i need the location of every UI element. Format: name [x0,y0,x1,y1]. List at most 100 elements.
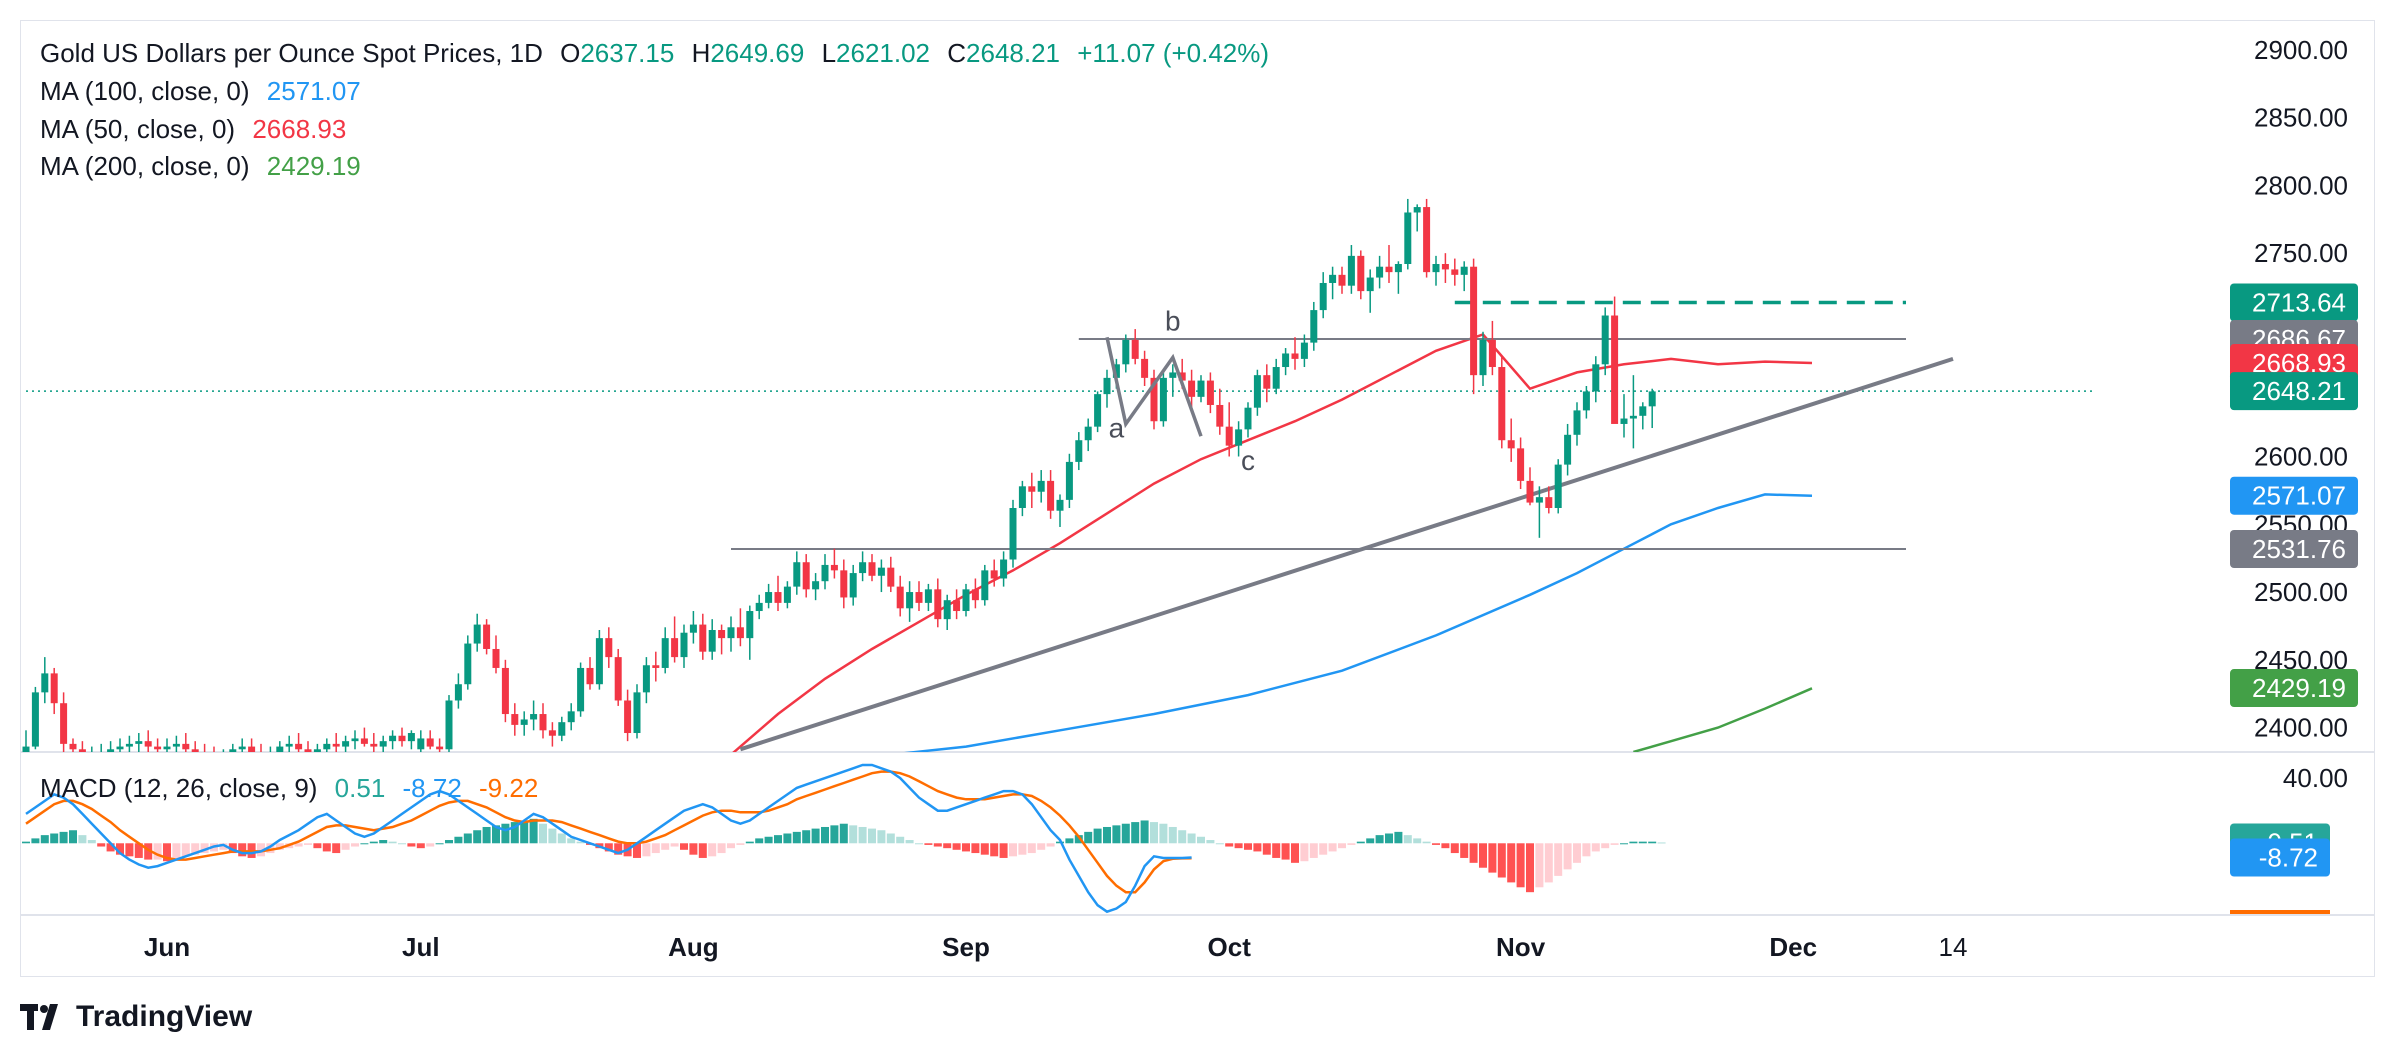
macd-histogram-bar [614,843,623,855]
candle-body [78,749,86,752]
candle-body [680,632,688,658]
candle [821,554,829,590]
time-axis-label: Oct [1208,932,1252,962]
macd-histogram-bar [1516,843,1525,888]
candle [539,703,547,739]
macd-badge-bg [2230,838,2330,877]
candle [1620,394,1628,438]
ma50-legend[interactable]: MA (50, close, 0) 2668.93 [40,114,356,145]
candle-body [1329,274,1337,283]
candle [624,689,632,742]
candle-body [1310,310,1318,343]
macd-histogram-bar [59,831,68,844]
candle-body [1150,377,1158,422]
candle [887,556,895,593]
macd-histogram-bar [745,841,754,844]
candle-body [1065,461,1073,500]
ma100-legend[interactable]: MA (100, close, 0) 2571.07 [40,76,371,107]
macd-histogram-bar [896,836,905,844]
candle-body [1206,380,1214,405]
candle [78,741,86,752]
candle [88,746,95,758]
candle [1141,350,1149,386]
candle [1225,402,1233,457]
candle-body [1460,266,1468,275]
macd-histogram-bar [1526,843,1534,893]
candle-body [520,719,528,725]
candle-body [1620,418,1628,424]
candle-body [924,589,932,603]
macd-histogram-bar [1413,838,1422,844]
macd-scale-label: 40.00 [2283,763,2348,793]
candle [953,589,961,620]
price-badge-bg [2230,476,2358,515]
candle-body [417,738,425,750]
macd-histogram-bar [821,826,829,844]
price-badge: 2571.07 [2230,476,2358,515]
candle-body [1441,264,1449,270]
macd-histogram-bar [567,838,576,844]
time-axis-label: Nov [1496,932,1546,962]
macd-histogram-bar [1244,843,1252,850]
candle [1488,320,1496,376]
candle-body [577,667,585,712]
candle-body [1629,415,1637,419]
time-axis-label: Jul [402,932,440,962]
candle [1291,337,1299,370]
macd-histogram-bar [1657,842,1666,844]
macd-legend[interactable]: MACD (12, 26, close, 9) 0.51 -8.72 -9.22 [40,773,548,804]
candle [1084,418,1092,452]
candle-body [220,755,227,760]
candle-body [125,743,133,747]
macd-histogram-bar [1037,843,1046,850]
candle-body [915,592,923,603]
macd-histogram-bar [200,843,209,854]
macd-histogram-bar [341,843,350,850]
symbol-title[interactable]: Gold US Dollars per Ounce Spot Prices, 1… [40,38,543,68]
candle [1056,494,1064,527]
macd-histogram-bar [539,823,547,844]
candle [1282,348,1290,376]
macd-histogram-bar [50,833,59,844]
candle [69,738,77,752]
candle-body [1479,339,1487,376]
macd-histogram-bar [31,838,40,844]
ma200-legend[interactable]: MA (200, close, 0) 2429.19 [40,151,371,182]
macd-histogram-bar [1027,843,1036,854]
candle-body [1037,480,1045,492]
candle-body [887,567,895,587]
candle [1075,432,1083,471]
candle-body [342,741,350,747]
candle-body [1009,508,1017,560]
candle-body [1188,380,1196,397]
macd-histogram-bar [877,830,886,844]
candle-body [492,648,500,668]
macd-histogram-bar [717,843,726,854]
candle-body [88,755,95,758]
candle [31,686,39,750]
candle-body [896,586,904,609]
candle-body [1526,480,1534,503]
tradingview-logo[interactable]: TradingView [20,1000,252,1034]
price-badge-text: 2531.76 [2252,534,2346,564]
candle-body [774,592,782,603]
candle-body [1141,358,1149,378]
candle-body [755,602,763,612]
candle-body [1347,255,1355,286]
candle-body [511,714,519,725]
candle [501,659,509,723]
macd-line [25,763,1192,914]
price-badge: 2713.64 [2230,283,2358,322]
candle [1235,421,1243,457]
ohlc-open: 2637.15 [580,38,675,68]
price-tick-label: 2500.00 [2254,577,2348,607]
time-axis-label: Aug [668,932,719,962]
trendline [739,356,1954,752]
candle [398,727,406,747]
candle [1385,245,1393,283]
macd-histogram-bar [1074,835,1083,844]
candle [971,578,979,609]
macd-histogram-bar [1460,843,1469,858]
macd-histogram-bar [557,833,566,844]
